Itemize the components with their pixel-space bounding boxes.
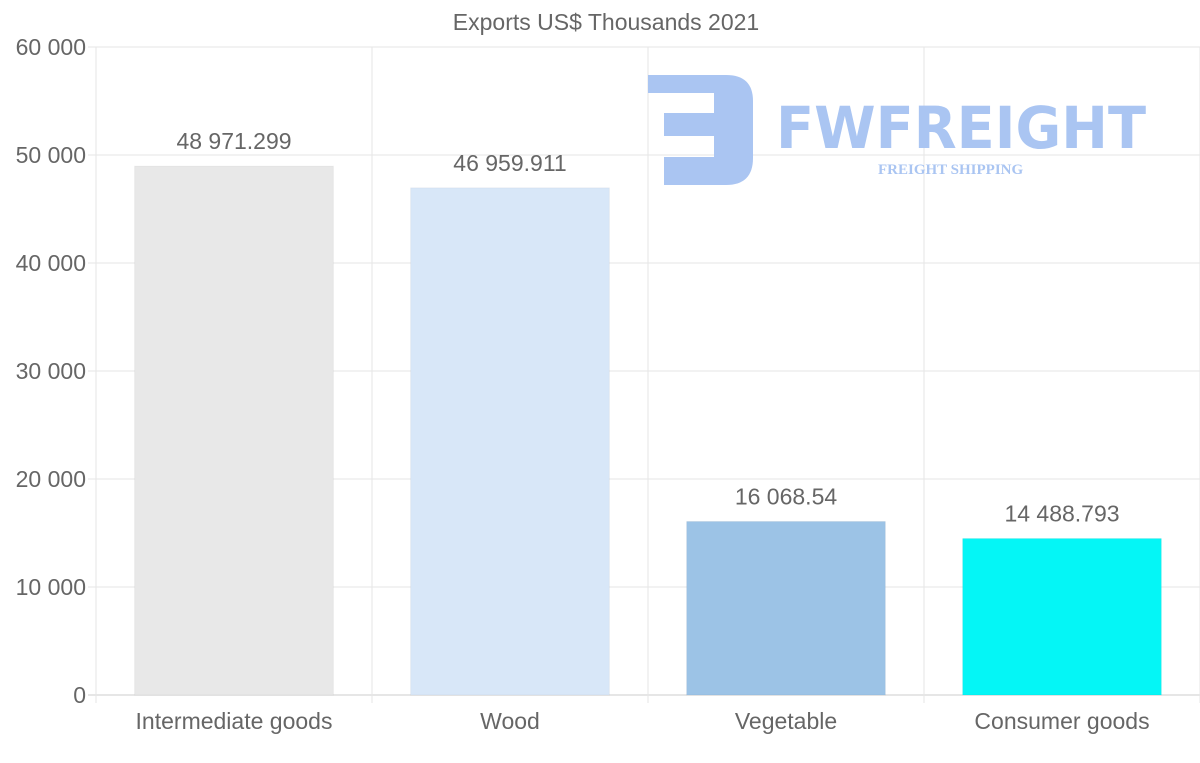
y-tick-label: 50 000	[16, 142, 86, 168]
x-tick-label: Consumer goods	[974, 708, 1149, 734]
bar-consumer-goods	[962, 538, 1162, 696]
bar-value-label: 14 488.793	[1004, 501, 1119, 527]
bar-vegetable	[686, 520, 886, 696]
y-tick-label: 30 000	[16, 358, 86, 384]
y-tick-label: 0	[73, 682, 86, 708]
bar-wood	[410, 187, 610, 696]
x-tick-label: Intermediate goods	[136, 708, 333, 734]
logo-brand-text: FWFREIGHT	[776, 94, 1146, 162]
chart-title: Exports US$ Thousands 2021	[453, 9, 759, 35]
logo-tagline-text: FREIGHT SHIPPING	[878, 162, 1023, 178]
y-tick-label: 60 000	[16, 34, 86, 60]
x-tick-label: Wood	[480, 708, 540, 734]
x-tick-label: Vegetable	[735, 708, 837, 734]
y-tick-label: 10 000	[16, 574, 86, 600]
y-tick-label: 20 000	[16, 466, 86, 492]
bar-intermediate-goods	[134, 165, 334, 696]
y-tick-label: 40 000	[16, 250, 86, 276]
bar-value-label: 46 959.911	[453, 150, 566, 176]
logo-mark-icon	[648, 75, 753, 185]
bar-value-label: 16 068.54	[735, 483, 838, 509]
fwfreight-watermark-logo: FWFREIGHT FREIGHT SHIPPING	[648, 75, 1146, 185]
bar-value-label: 48 971.299	[176, 128, 291, 154]
